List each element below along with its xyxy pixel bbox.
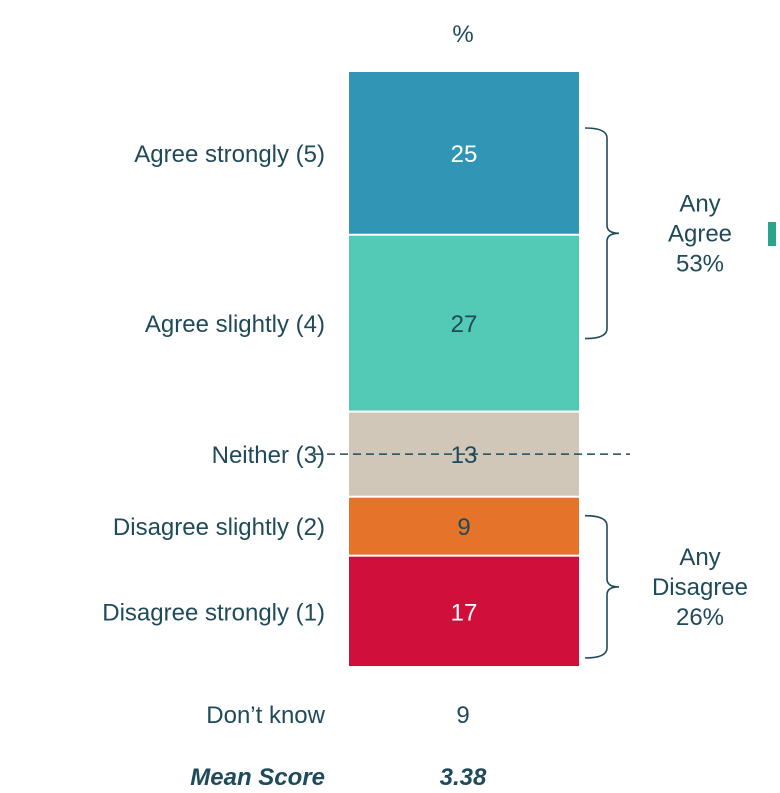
side-marker [768, 222, 776, 246]
category-label-1: Agree strongly (5) [134, 141, 325, 168]
group-bracket-2 [584, 514, 620, 659]
mean-score-label: Mean Score [190, 764, 325, 791]
category-labels-layer: Agree strongly (5) Agree slightly (4) Neit… [102, 141, 325, 626]
group-bracket-1 [584, 127, 620, 340]
category-label-2: Agree slightly (4) [145, 311, 325, 338]
group-label-2: Any Disagree 26% [652, 544, 748, 631]
segment-1 [349, 72, 579, 234]
segment-2 [349, 235, 579, 411]
value-label-5: 17 [451, 599, 478, 626]
category-label-4: Disagree slightly (2) [113, 514, 325, 541]
dont-know-label: Don’t know [206, 702, 325, 729]
group-label-line: 53% [676, 250, 724, 277]
segments-layer [349, 72, 579, 666]
group-label-line: 26% [676, 604, 724, 631]
value-label-3: 13 [451, 442, 478, 469]
group-label-line: Disagree [652, 574, 748, 601]
group-label-1: Any Agree 53% [668, 190, 732, 277]
value-label-2: 27 [451, 311, 478, 338]
dont-know-value: 9 [456, 702, 469, 729]
segment-4 [349, 497, 579, 555]
value-labels-layer: 25 27 13 9 17 [451, 141, 478, 626]
category-label-5: Disagree strongly (1) [102, 599, 325, 626]
mean-score-value: 3.38 [440, 764, 487, 791]
group-label-line: Any [679, 190, 720, 217]
group-label-line: Agree [668, 220, 732, 247]
unit-header: % [452, 21, 473, 48]
group-brackets-layer: Any Agree 53% Any Disagree 26% [584, 127, 748, 659]
group-label-line: Any [679, 544, 720, 571]
value-label-1: 25 [451, 141, 478, 168]
value-label-4: 9 [457, 514, 470, 541]
segment-5 [349, 556, 579, 666]
category-label-3: Neither (3) [212, 442, 325, 469]
